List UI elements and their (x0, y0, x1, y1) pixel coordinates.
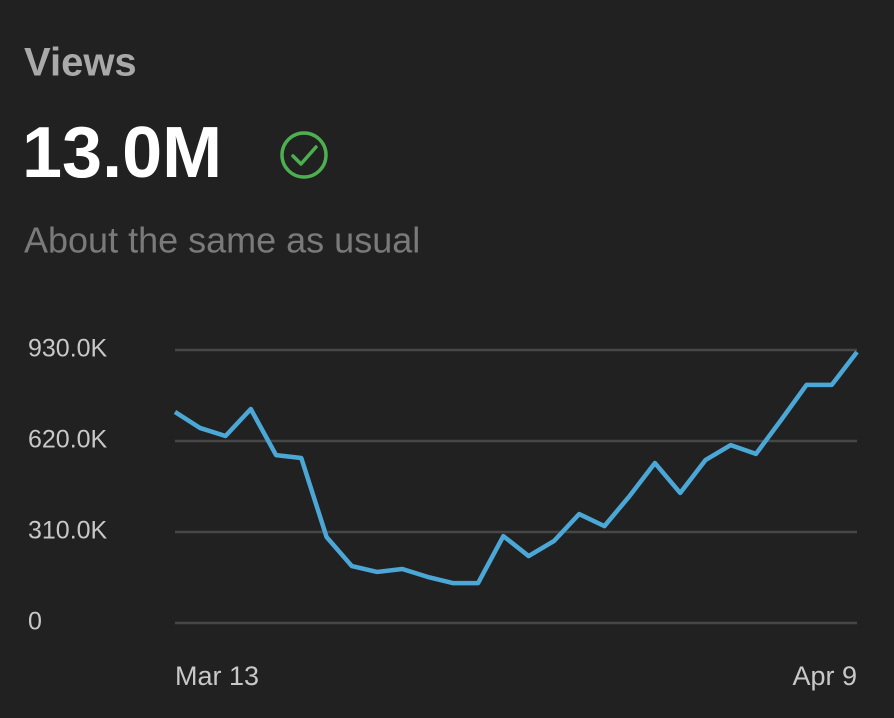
check-mark (291, 145, 318, 166)
status-icon (280, 131, 328, 179)
x-tick-label: Apr 9 (792, 661, 857, 691)
y-tick-label: 310.0K (28, 517, 108, 545)
y-tick-label: 0 (28, 608, 42, 636)
x-tick-label: Mar 13 (175, 661, 259, 691)
total-value: 13.0M (22, 113, 222, 193)
data-line (173, 350, 859, 586)
card-title: Views (24, 41, 137, 85)
y-tick-label: 930.0K (28, 335, 108, 363)
status-note: About the same as usual (24, 220, 420, 261)
check-circle (280, 131, 328, 179)
y-tick-label: 620.0K (28, 426, 108, 454)
